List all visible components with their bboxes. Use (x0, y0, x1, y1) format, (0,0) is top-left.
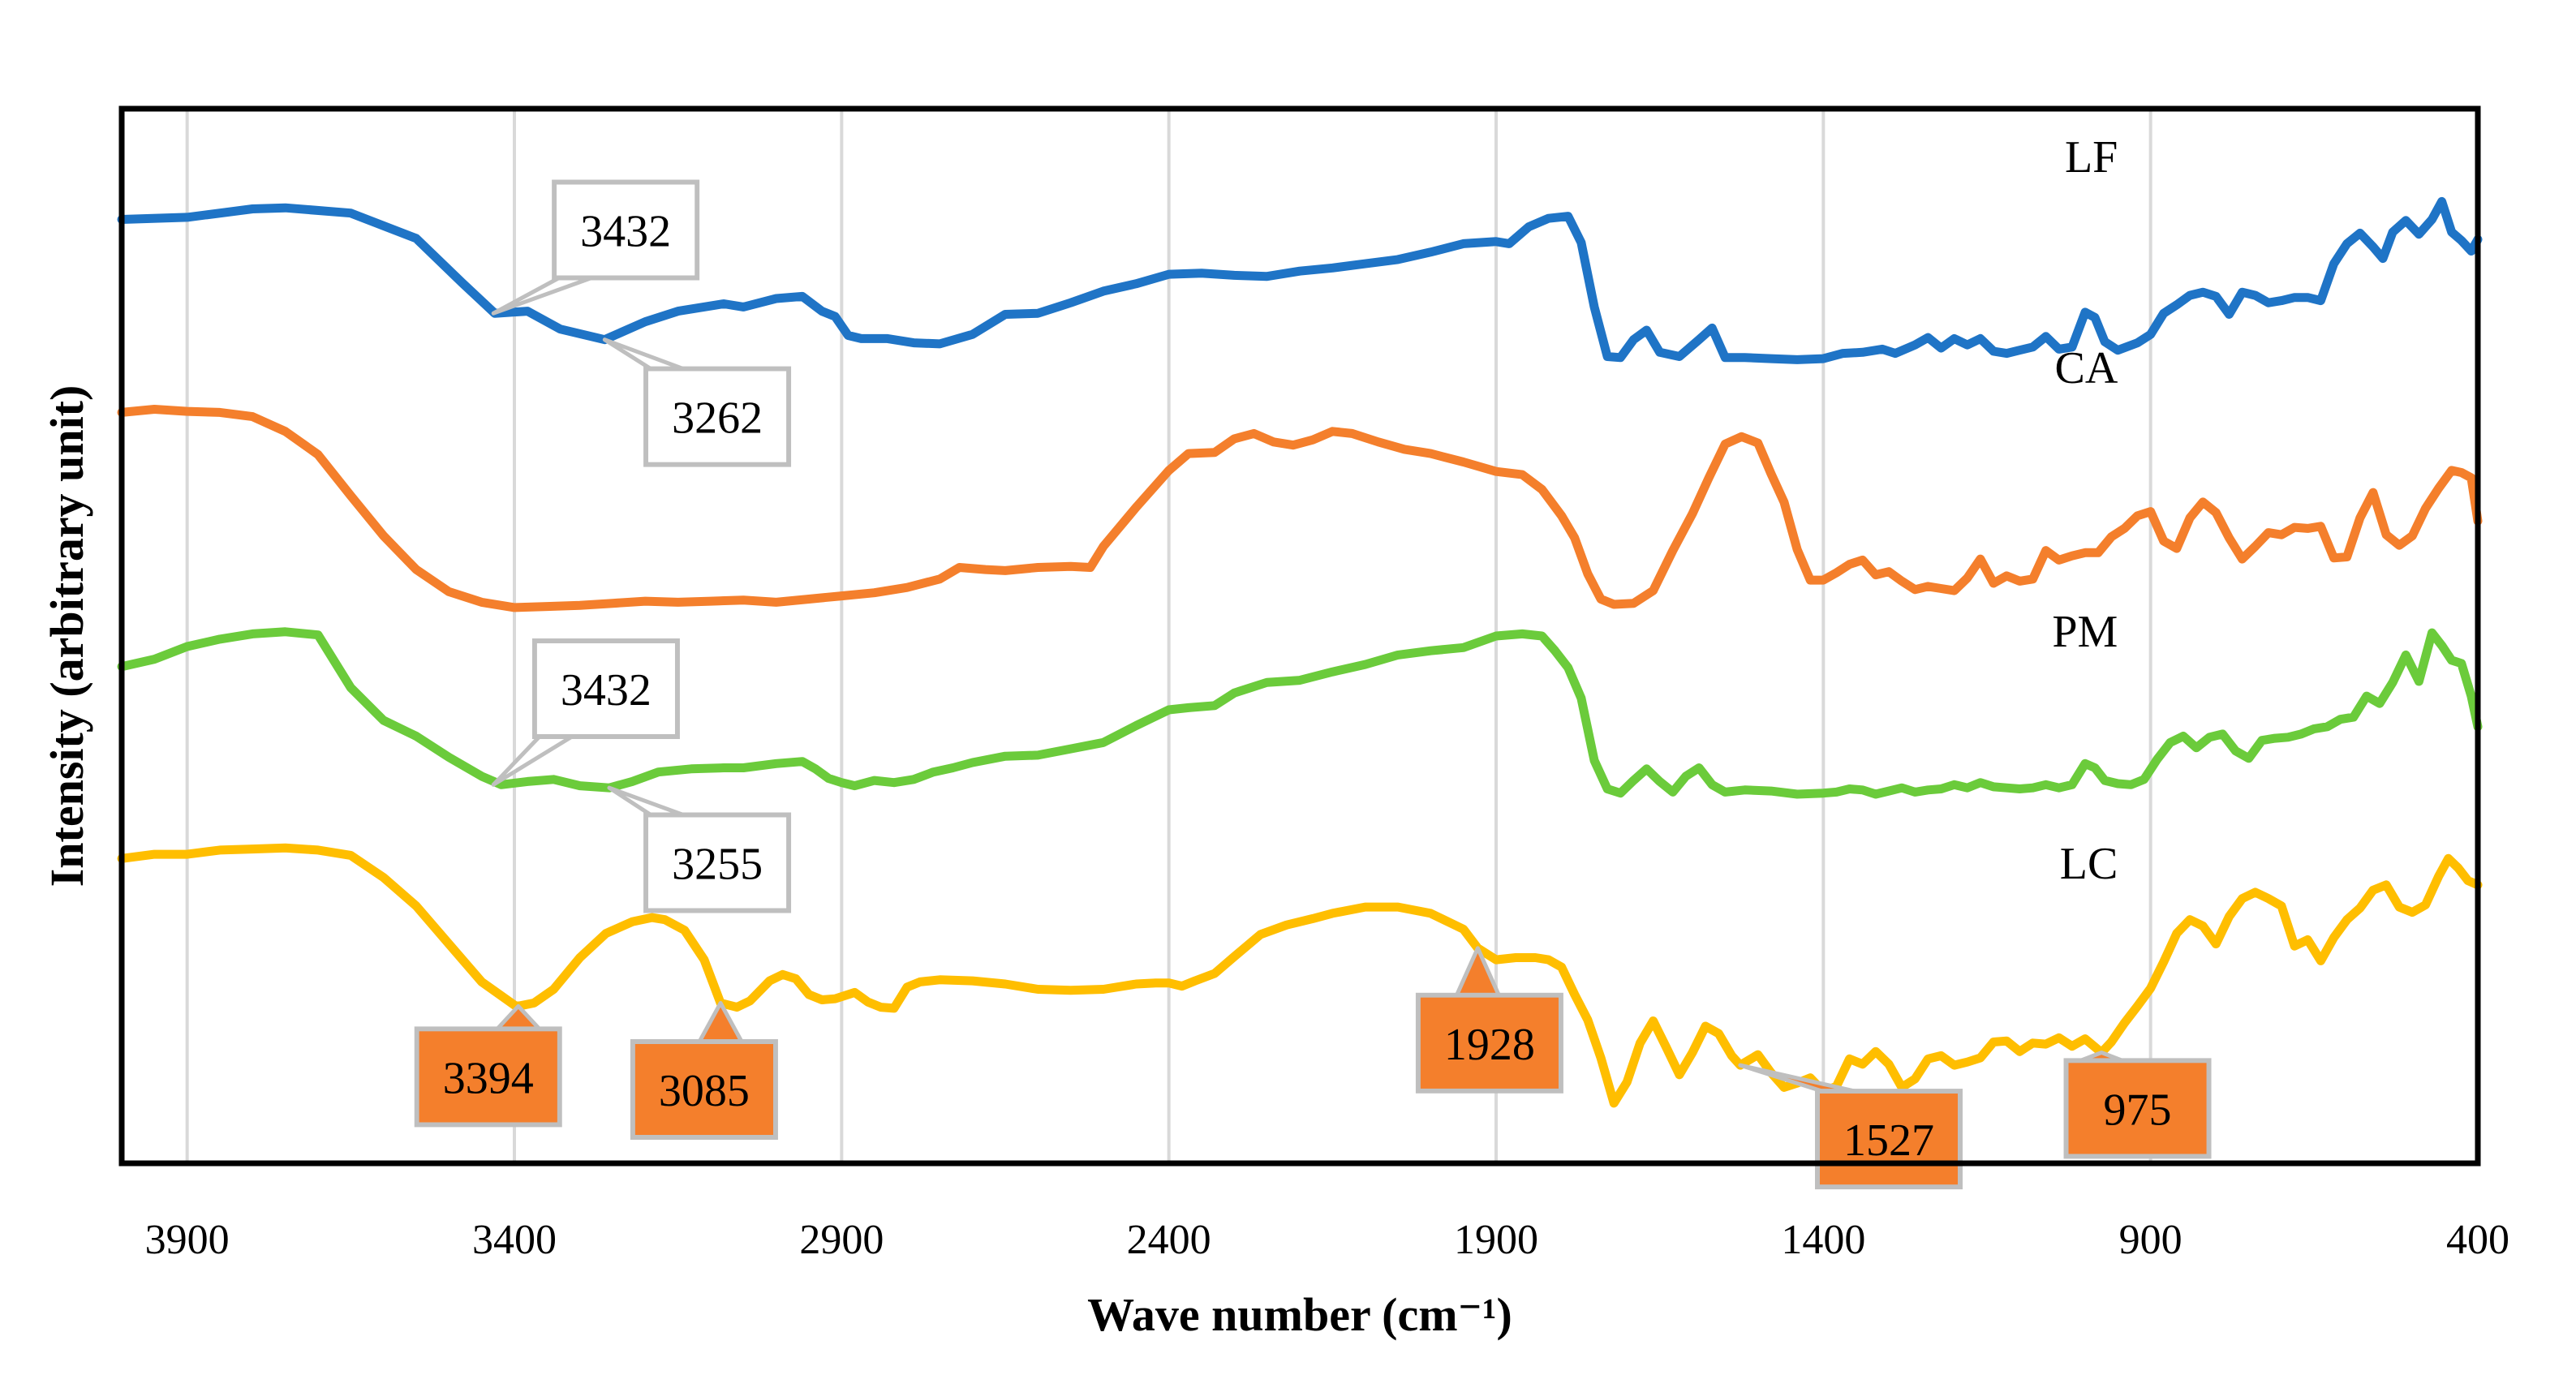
series-label-lc: LC (2060, 839, 2118, 889)
callout-fill (634, 1044, 773, 1135)
x-tick-label-400: 400 (2446, 1217, 2509, 1263)
callout-fill (557, 184, 695, 276)
x-tick-label-2400: 2400 (1127, 1217, 1211, 1263)
x-tick-label-1400: 1400 (1781, 1217, 1865, 1263)
callout-3262: 3262 (602, 337, 792, 467)
series-label-ca: CA (2055, 343, 2118, 393)
callout-label-3262: 3262 (672, 393, 763, 444)
callout-label-1928: 1928 (1444, 1020, 1535, 1070)
x-tick-label-900: 900 (2119, 1217, 2183, 1263)
callout-label-3085: 3085 (659, 1066, 750, 1116)
callout-fill (648, 817, 787, 909)
callout-fill (536, 643, 675, 734)
callout-975: 975 (2063, 1051, 2212, 1159)
callout-label-3394: 3394 (443, 1053, 534, 1103)
callout-3255: 3255 (607, 785, 792, 913)
callout-fill (2068, 1063, 2207, 1154)
series-line-lc (117, 843, 2483, 1108)
series-line-lf (117, 196, 2483, 364)
x-tick-label-2900: 2900 (799, 1217, 884, 1263)
callout-label-975: 975 (2104, 1085, 2172, 1135)
series-label-lf: LF (2065, 132, 2118, 183)
x-tick-label-1900: 1900 (1454, 1217, 1538, 1263)
callout-pointer (607, 785, 686, 817)
series-line-ca (117, 405, 2483, 612)
callout-label-3432: 3432 (580, 207, 671, 257)
callout-fill (648, 371, 787, 462)
callout-1527: 1527 (1738, 1063, 1963, 1190)
callout-3432: 3432 (491, 638, 680, 787)
callout-3432: 3432 (491, 179, 700, 316)
annotation-layer: 3432 3262 3432 3255 3394 3085 1928 1527 975 (414, 179, 2212, 1190)
grid-layer (185, 109, 2152, 1163)
x-tick-labels: 3900 3400 2900 2400 1900 1400 900 400 (145, 1217, 2509, 1263)
callout-fill (1420, 997, 1559, 1089)
callout-3394: 3394 (414, 1003, 562, 1128)
plot-frame (118, 105, 2481, 1167)
x-axis-title: Wave number (cm⁻¹) (1087, 1288, 1512, 1341)
callout-pointer (495, 1003, 542, 1031)
series-line-pm (117, 627, 2483, 799)
series-label-pm: PM (2052, 607, 2118, 657)
callout-fill (419, 1031, 557, 1123)
callout-pointer (602, 337, 686, 372)
series-layer: LF CA PM LC (117, 132, 2483, 1108)
x-tick-label-3900: 3900 (145, 1217, 230, 1263)
callout-label-1527: 1527 (1843, 1115, 1934, 1166)
callout-3085: 3085 (630, 1000, 778, 1140)
y-axis-title: Intensity (arbitrary unit) (41, 385, 93, 887)
callout-label-3432: 3432 (561, 665, 652, 715)
callout-fill (1820, 1094, 1958, 1185)
callout-pointer (491, 276, 594, 316)
callout-1928: 1928 (1415, 946, 1563, 1094)
x-tick-label-3400: 3400 (472, 1217, 557, 1263)
callout-label-3255: 3255 (672, 840, 763, 890)
